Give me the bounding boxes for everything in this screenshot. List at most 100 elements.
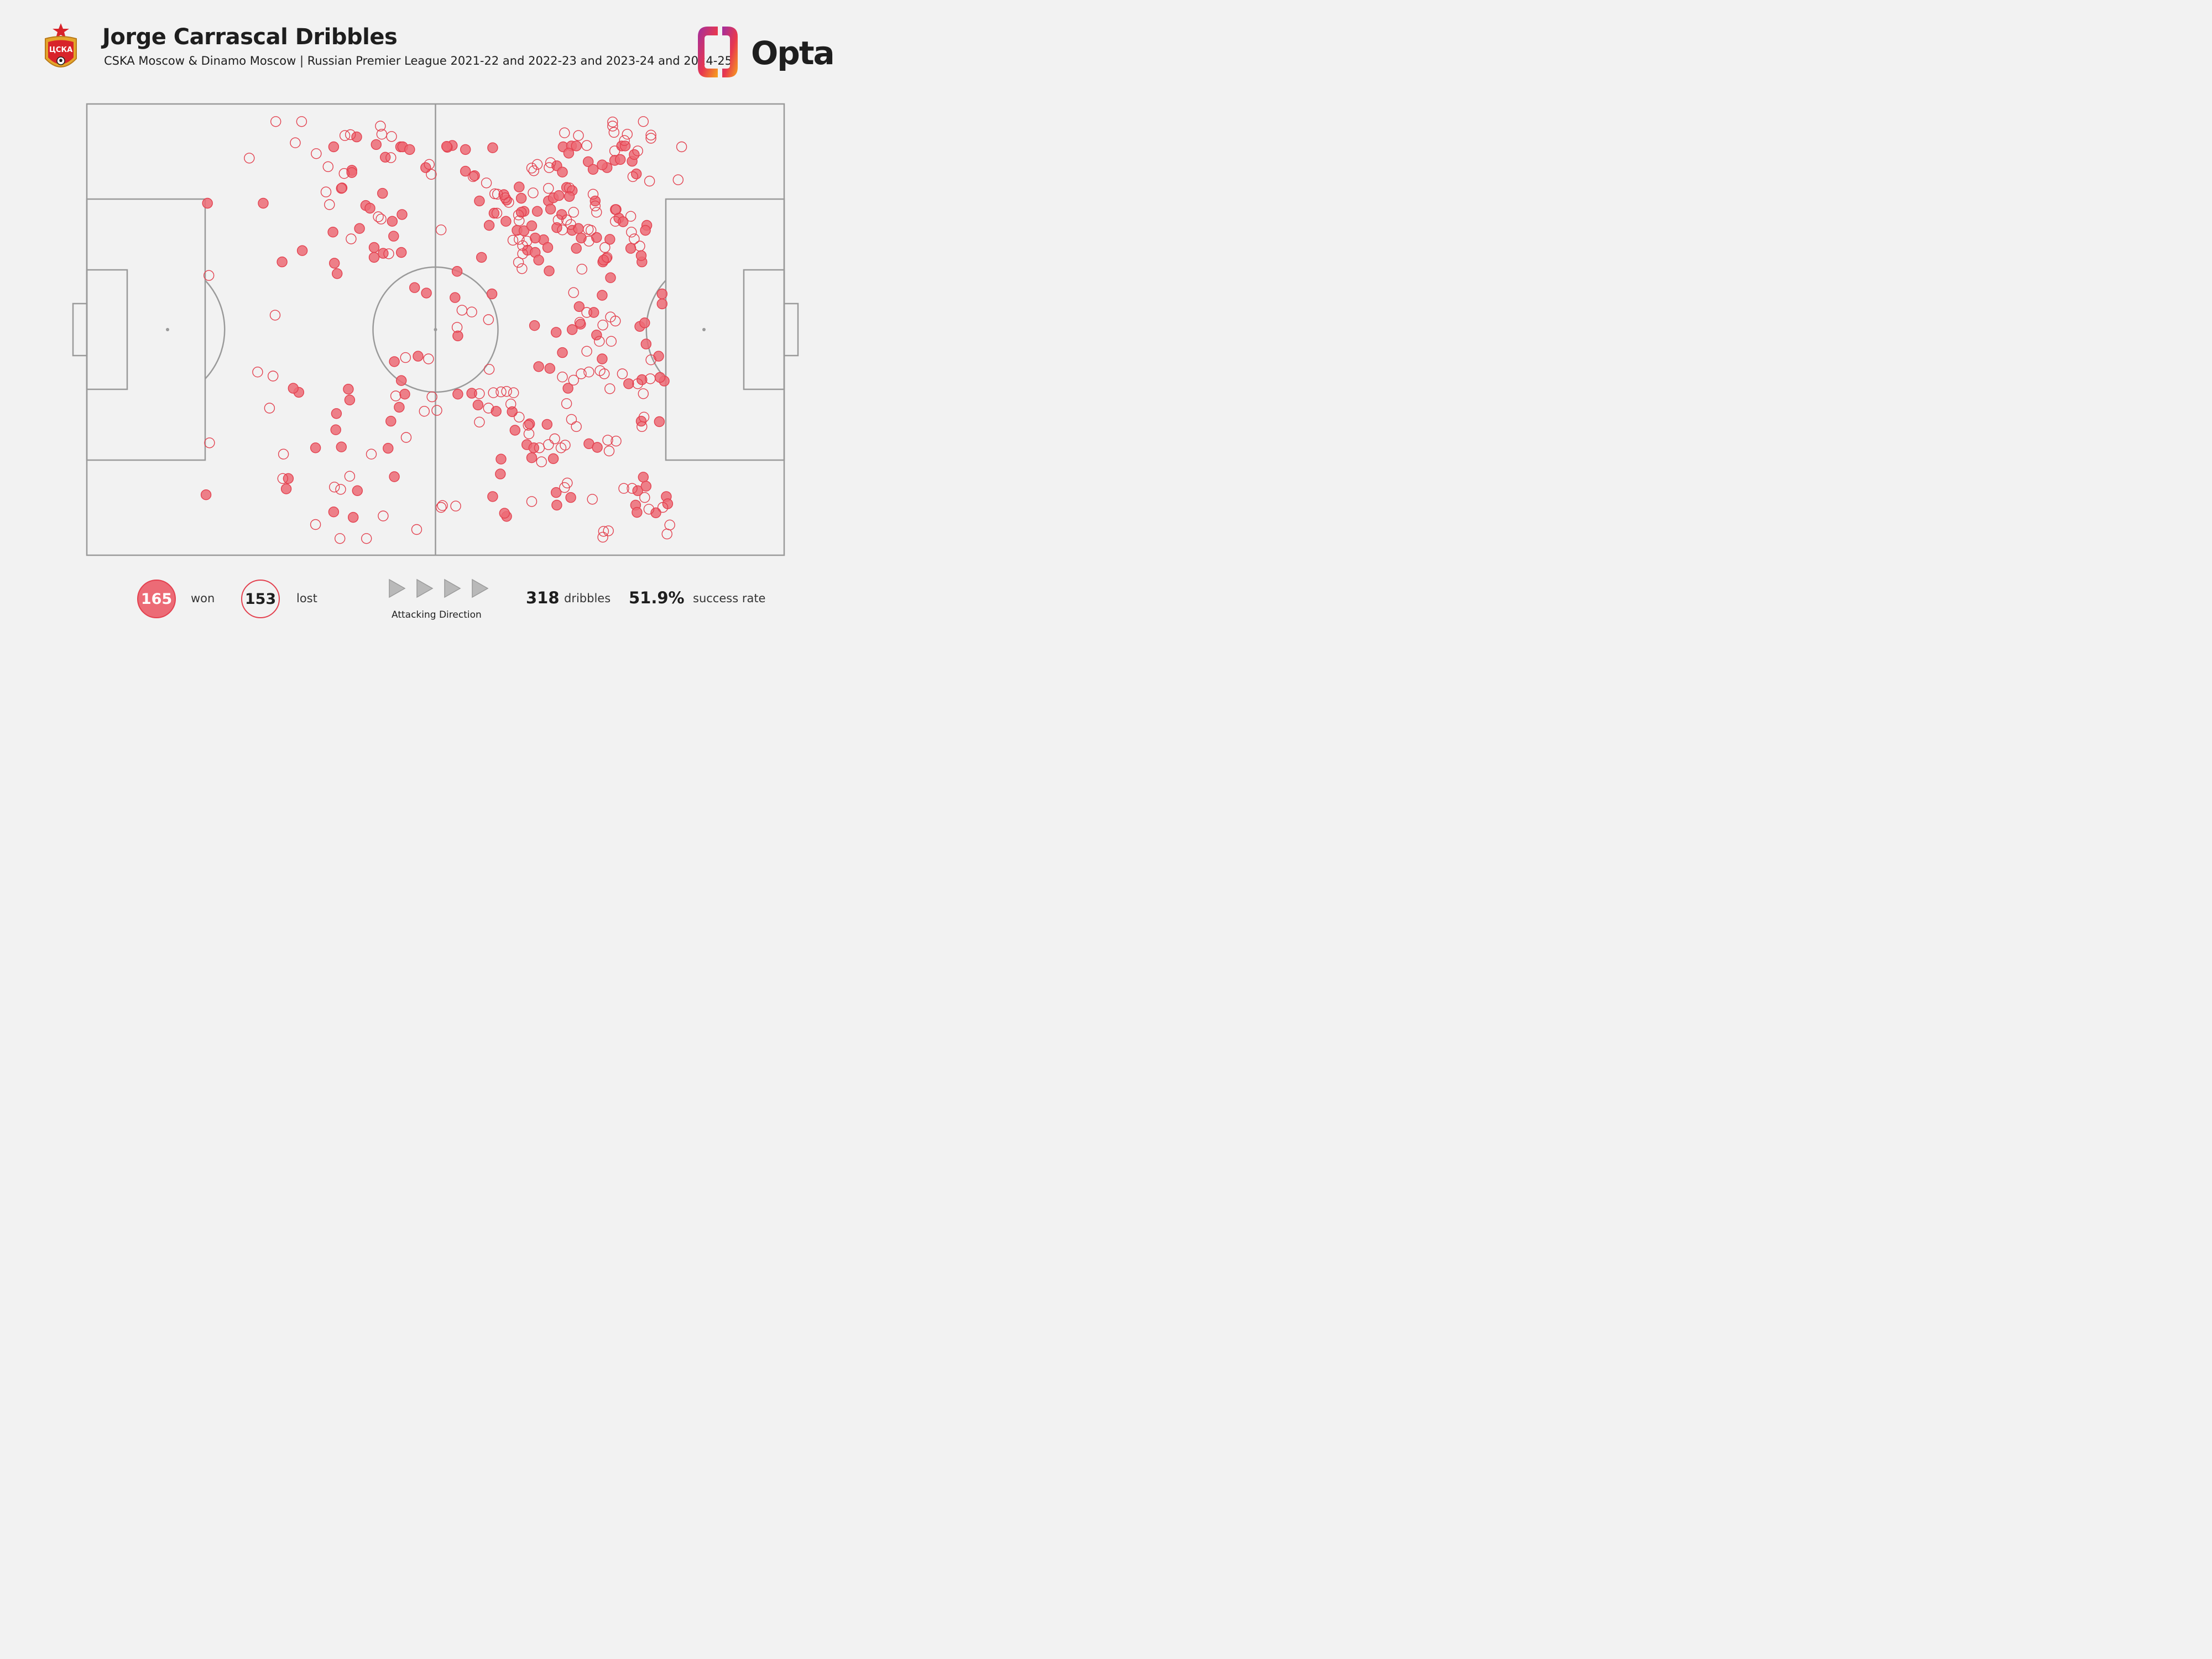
dribble-won-marker — [547, 453, 559, 465]
dribble-lost-marker — [437, 500, 448, 511]
direction-arrow-icon — [472, 578, 489, 598]
dribble-won-marker — [563, 148, 575, 159]
dribble-lost-marker — [383, 248, 394, 259]
dribble-lost-marker — [528, 165, 539, 176]
dribble-lost-marker — [610, 216, 621, 227]
dribble-won-marker — [343, 384, 354, 395]
dribble-won-marker — [332, 268, 343, 279]
right-six-yard-box — [743, 269, 785, 390]
dribble-won-marker — [452, 330, 463, 342]
dribble-won-marker — [389, 356, 400, 367]
dribble-lost-marker — [622, 128, 633, 140]
dribble-won-marker — [656, 298, 668, 310]
dribble-lost-marker — [329, 482, 340, 493]
dribble-lost-marker — [310, 519, 321, 530]
dribble-won-marker — [378, 248, 389, 259]
dribble-won-marker — [399, 389, 410, 400]
dribble-won-marker — [460, 165, 471, 177]
dribble-won-marker — [571, 243, 582, 254]
dribble-lost-marker — [311, 148, 322, 159]
attacking-direction-label: Attacking Direction — [392, 609, 482, 620]
dribble-won-marker — [368, 252, 380, 263]
dribble-lost-marker — [607, 121, 618, 132]
dribble-won-marker — [635, 250, 647, 261]
dribble-lost-marker — [268, 371, 279, 382]
centre-spot — [434, 328, 437, 331]
dribble-won-marker — [368, 242, 380, 253]
lost-label: lost — [296, 592, 317, 605]
dribble-won-marker — [598, 254, 609, 265]
dribble-lost-marker — [270, 116, 281, 127]
dribble-won-marker — [383, 442, 394, 454]
dribble-won-marker — [460, 144, 471, 155]
dribble-lost-marker — [571, 421, 582, 432]
pitch — [72, 103, 799, 556]
dribble-lost-marker — [594, 336, 605, 347]
dribble-won-marker — [330, 424, 341, 435]
attacking-direction-arrows — [389, 578, 489, 598]
direction-arrow-icon — [416, 578, 434, 598]
dribble-won-marker — [551, 487, 562, 498]
dribble-won-marker — [557, 347, 568, 358]
dribble-won-marker — [654, 372, 666, 383]
dribble-lost-marker — [605, 311, 616, 322]
dribble-won-marker — [571, 140, 582, 152]
dribble-lost-marker — [513, 257, 524, 268]
dribble-lost-marker — [639, 492, 650, 503]
dribble-won-marker — [526, 452, 538, 463]
dribble-won-marker — [544, 265, 555, 276]
dribble-lost-marker — [583, 367, 594, 378]
dribble-lost-marker — [503, 197, 514, 208]
dribble-won-marker — [487, 142, 498, 153]
dribble-won-marker — [409, 282, 420, 293]
dribble-lost-marker — [531, 159, 543, 170]
dribble-won-marker — [348, 512, 359, 523]
dribble-lost-marker — [517, 263, 528, 274]
dribble-lost-marker — [488, 387, 499, 398]
dribble-lost-marker — [581, 346, 592, 357]
dribble-lost-marker — [645, 129, 656, 141]
legend: 165 won 153 lost Attacking Direction 318… — [0, 578, 867, 623]
dribble-won-marker — [288, 383, 299, 394]
dribble-won-marker — [336, 441, 347, 452]
dribble-lost-marker — [390, 390, 401, 401]
dribble-won-marker — [544, 363, 555, 374]
dribble-won-marker — [396, 247, 407, 258]
dribble-won-marker — [397, 209, 408, 220]
dribble-lost-marker — [672, 174, 684, 185]
dribble-lost-marker — [557, 372, 568, 383]
dribble-lost-marker — [346, 233, 357, 244]
dribble-lost-marker — [375, 213, 387, 225]
dribble-won-marker — [296, 245, 308, 256]
right-penalty-spot — [702, 328, 706, 331]
dribble-lost-marker — [545, 157, 556, 168]
dribble-lost-marker — [514, 411, 525, 422]
dribble-lost-marker — [625, 211, 637, 222]
dribble-won-marker — [258, 197, 269, 209]
dribble-lost-marker — [632, 378, 643, 389]
dribble-lost-marker — [322, 161, 333, 173]
dribble-won-marker — [310, 442, 321, 453]
dribble-won-marker — [364, 202, 375, 214]
dribble-lost-marker — [645, 373, 656, 384]
dribble-won-marker — [573, 301, 585, 312]
dribble-lost-marker — [583, 236, 594, 247]
dribble-won-marker — [495, 453, 507, 465]
dribble-lost-marker — [296, 116, 307, 127]
dribble-won-marker — [564, 191, 575, 202]
dribble-won-marker — [441, 141, 452, 152]
pitch-lines — [72, 103, 799, 556]
dribble-lost-marker — [627, 483, 638, 494]
right-penalty-arc — [645, 280, 666, 379]
left-penalty-box — [86, 198, 206, 461]
left-penalty-arc — [205, 280, 226, 379]
dribble-lost-marker — [591, 207, 602, 218]
dribble-won-marker — [592, 442, 603, 453]
dribble-lost-marker — [431, 405, 442, 416]
dribble-won-marker — [632, 507, 643, 518]
opta-wordmark: Opta — [751, 34, 834, 72]
dribble-lost-marker — [585, 225, 597, 236]
dribble-won-marker — [483, 220, 495, 231]
dribble-lost-marker — [544, 162, 555, 173]
dribble-lost-marker — [411, 524, 422, 535]
